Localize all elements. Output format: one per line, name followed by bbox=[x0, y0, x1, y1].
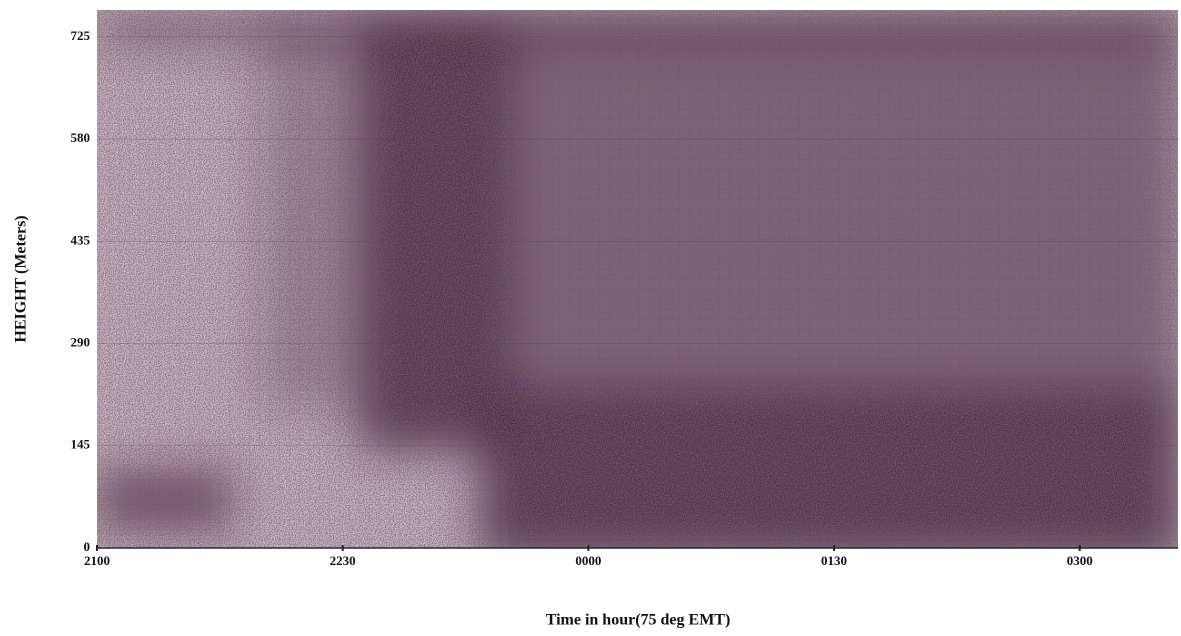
y-tick-label: 145 bbox=[71, 437, 91, 452]
x-tick-label: 0130 bbox=[821, 553, 847, 568]
y-tick-label: 435 bbox=[71, 232, 91, 247]
y-tick-label: 290 bbox=[71, 335, 91, 350]
y-tick-label: 0 bbox=[84, 539, 91, 554]
y-tick-label: 725 bbox=[71, 28, 91, 43]
y-axis-label: HEIGHT (Meters) bbox=[13, 215, 30, 342]
x-tick-label: 2230 bbox=[330, 553, 356, 568]
x-axis-label: Time in hour(75 deg EMT) bbox=[546, 612, 731, 629]
x-tick-label: 0300 bbox=[1067, 553, 1093, 568]
y-tick-label: 580 bbox=[71, 130, 91, 145]
x-tick-label: 0000 bbox=[575, 553, 601, 568]
x-tick-label: 2100 bbox=[84, 553, 110, 568]
echogram-image bbox=[97, 10, 1178, 548]
